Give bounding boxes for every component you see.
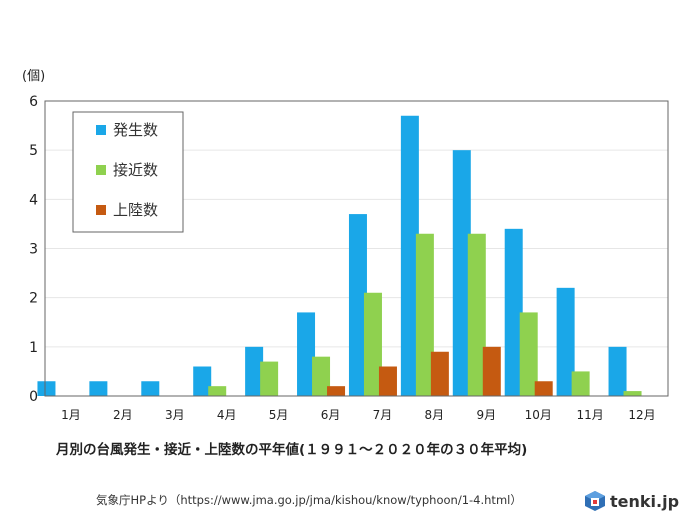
bar-3 <box>482 346 501 396</box>
x-tick-label: 7月 <box>373 408 393 422</box>
bar-2 <box>363 292 382 396</box>
bar-1 <box>608 346 627 396</box>
bar-2 <box>571 371 590 396</box>
x-tick-label: 6月 <box>321 408 341 422</box>
y-tick-label: 6 <box>29 94 38 110</box>
bar-3 <box>327 386 346 396</box>
bar-2 <box>623 391 642 396</box>
bar-1 <box>297 312 316 396</box>
brand-text: tenki.jp <box>610 491 680 511</box>
legend-swatch <box>96 125 106 135</box>
bar-1 <box>141 381 160 396</box>
bar-2 <box>519 312 538 396</box>
legend-label: 接近数 <box>113 161 158 179</box>
y-tick-label: 3 <box>29 242 38 258</box>
y-tick-label: 1 <box>29 340 38 356</box>
legend-label: 発生数 <box>113 121 158 139</box>
bar-2 <box>467 233 486 396</box>
y-tick-label: 4 <box>29 192 38 208</box>
legend-label: 上陸数 <box>113 201 158 219</box>
bar-1 <box>193 366 212 396</box>
legend-box <box>72 111 184 233</box>
bar-3 <box>534 381 553 396</box>
bar-2 <box>312 356 331 396</box>
source-note: 気象庁HPより（https://www.jma.go.jp/jma/kishou… <box>96 493 522 507</box>
y-axis-ticks: 0 1 2 3 4 5 6 <box>29 94 38 405</box>
x-tick-label: 5月 <box>269 408 289 422</box>
y-tick-label: 0 <box>29 389 38 405</box>
bar-1 <box>37 381 56 396</box>
bar-2 <box>260 361 279 396</box>
x-tick-label: 1月 <box>61 408 81 422</box>
bar-3 <box>430 351 449 396</box>
x-tick-label: 2月 <box>113 408 133 422</box>
legend-swatch <box>96 165 106 175</box>
x-tick-label: 12月 <box>628 408 655 422</box>
y-tick-label: 2 <box>29 291 38 307</box>
legend-swatch <box>96 205 106 215</box>
x-tick-label: 9月 <box>476 408 496 422</box>
unit-label: (個) <box>22 69 45 84</box>
bar-1 <box>245 346 264 396</box>
x-tick-label: 11月 <box>576 408 603 422</box>
bar-1 <box>400 115 419 396</box>
bars <box>37 115 642 396</box>
x-tick-label: 4月 <box>217 408 237 422</box>
x-axis-categories: 1月 2月 3月 4月 5月 6月 7月 8月 9月 10月 11月 12月 <box>61 408 656 422</box>
plot-frame <box>44 100 669 397</box>
x-tick-label: 10月 <box>525 408 552 422</box>
x-tick-label: 8月 <box>425 408 445 422</box>
tenki-logo-icon <box>585 491 605 511</box>
bar-1 <box>504 228 523 396</box>
x-axis-label: 月別の台風発生・接近・上陸数の平年値(１９９１～２０２０年の３０年平均) <box>55 441 527 458</box>
bar-1 <box>452 150 471 396</box>
bar-1 <box>556 287 575 396</box>
bar-2 <box>415 233 434 396</box>
bar-3 <box>378 366 397 396</box>
brand-logo: tenki.jp <box>584 490 679 512</box>
x-tick-label: 3月 <box>165 408 185 422</box>
y-tick-label: 5 <box>29 143 38 159</box>
bar-1 <box>348 214 367 396</box>
bar-2 <box>208 386 227 396</box>
bar-1 <box>89 381 108 396</box>
